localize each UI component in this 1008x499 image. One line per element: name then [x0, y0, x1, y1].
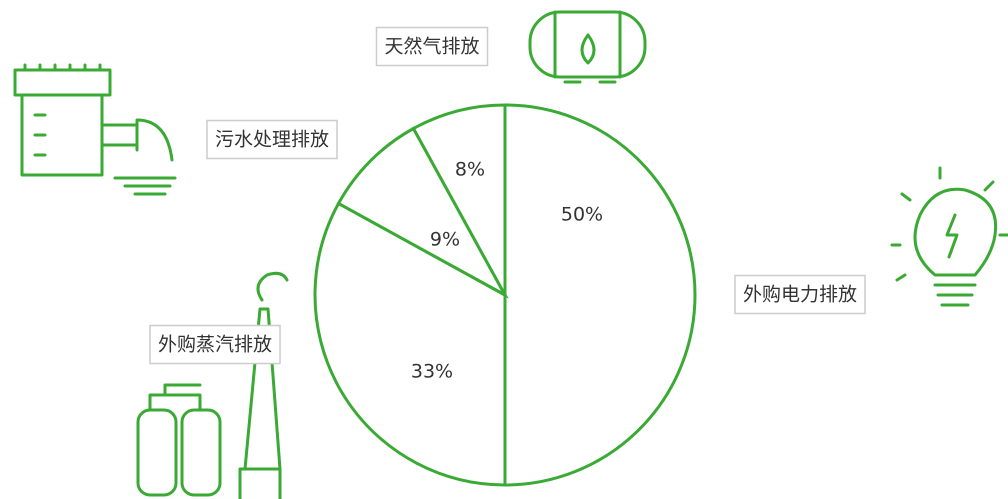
steam-factory-icon: [136, 271, 289, 499]
label-box: [206, 119, 338, 160]
bulb-icon: [890, 166, 1008, 307]
value-label: 8%: [455, 159, 485, 181]
value-label: 9%: [430, 229, 460, 251]
label-box: [149, 324, 281, 365]
category-label: 外购电力排放: [743, 284, 857, 306]
pie-slice: [336, 126, 509, 299]
category-label: 污水处理排放: [215, 129, 329, 151]
pie-slice: [503, 103, 697, 487]
value-label: 50%: [561, 204, 603, 226]
category-label: 外购蒸汽排放: [158, 334, 272, 356]
value-label: 33%: [411, 361, 453, 383]
pie-slice: [313, 201, 507, 487]
category-label: 天然气排放: [384, 36, 479, 58]
label-box: [375, 26, 489, 67]
label-box: [734, 274, 866, 315]
pie-slice: [411, 103, 507, 296]
gas-tank-icon: [528, 10, 647, 84]
sewage-icon: [13, 63, 177, 196]
